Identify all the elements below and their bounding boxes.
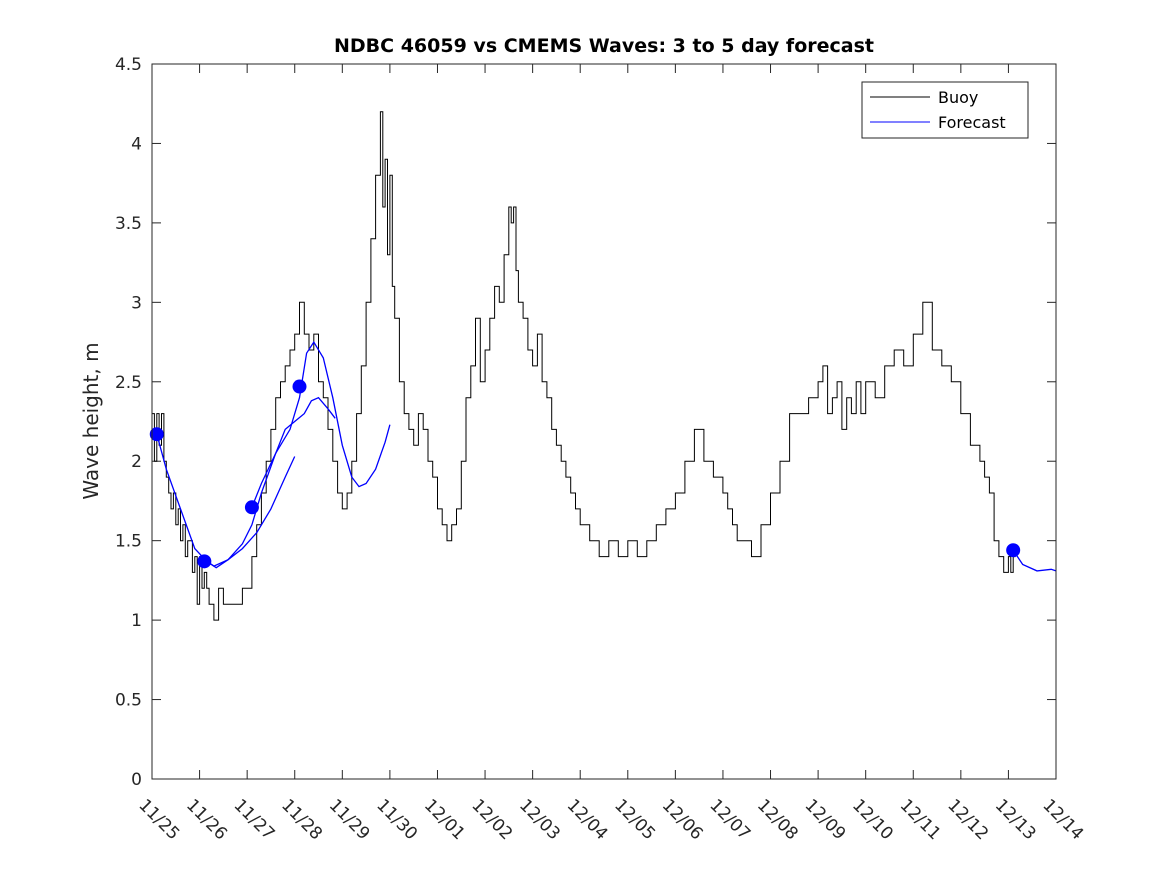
y-tick-label: 0.5 xyxy=(115,691,142,711)
forecast-start-marker xyxy=(149,427,164,442)
y-tick-label: 3.5 xyxy=(115,214,142,234)
forecast-start-marker xyxy=(292,379,307,394)
y-tick-label: 1 xyxy=(131,611,142,631)
forecast-series-line xyxy=(156,434,296,569)
legend-forecast-label: Forecast xyxy=(938,113,1006,132)
chart-title: NDBC 46059 vs CMEMS Waves: 3 to 5 day fo… xyxy=(334,35,874,57)
forecast-series-line xyxy=(251,340,391,508)
forecast-series-line xyxy=(1012,549,1057,572)
forecast-series-line xyxy=(206,396,336,567)
y-axis-label: Wave height, m xyxy=(79,342,103,499)
y-tick-label: 1.5 xyxy=(115,532,142,552)
y-tick-label: 4.5 xyxy=(115,55,142,75)
y-tick-label: 4 xyxy=(131,134,142,154)
buoy-series-line xyxy=(152,111,1016,621)
forecast-start-marker xyxy=(244,500,259,515)
legend-box xyxy=(861,81,1029,139)
y-tick-label: 2 xyxy=(131,452,142,472)
y-tick-label: 3 xyxy=(131,293,142,313)
axes-box xyxy=(151,63,1057,780)
legend-buoy-label: Buoy xyxy=(938,88,978,107)
legend: Buoy Forecast xyxy=(861,81,1029,139)
forecast-start-marker xyxy=(197,554,212,569)
y-tick-label: 0 xyxy=(131,770,142,790)
y-tick-label: 2.5 xyxy=(115,373,142,393)
forecast-start-marker xyxy=(1006,543,1021,558)
